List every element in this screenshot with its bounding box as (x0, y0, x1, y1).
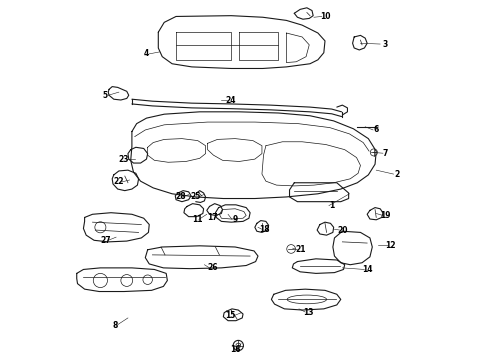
Text: 10: 10 (320, 12, 330, 21)
Text: 7: 7 (383, 149, 389, 158)
Text: 16: 16 (230, 345, 241, 354)
Text: 22: 22 (114, 177, 124, 186)
Text: 21: 21 (295, 245, 305, 254)
Text: 25: 25 (191, 193, 201, 202)
Text: 17: 17 (207, 213, 218, 222)
Text: 26: 26 (207, 264, 218, 273)
Text: 27: 27 (100, 236, 111, 245)
Text: 24: 24 (225, 95, 236, 104)
Text: 8: 8 (112, 321, 118, 330)
Text: 18: 18 (259, 225, 270, 234)
Text: 19: 19 (380, 211, 391, 220)
Text: 12: 12 (386, 240, 396, 249)
Text: 4: 4 (144, 49, 149, 58)
Text: 6: 6 (373, 125, 379, 134)
Text: 13: 13 (303, 307, 313, 316)
Text: 20: 20 (337, 226, 347, 235)
Text: 14: 14 (362, 265, 372, 274)
Text: 15: 15 (225, 311, 236, 320)
Text: 11: 11 (192, 215, 202, 224)
Text: 3: 3 (382, 40, 388, 49)
Text: 23: 23 (119, 154, 129, 163)
Text: 5: 5 (102, 91, 108, 100)
Text: 1: 1 (329, 201, 334, 210)
Text: 2: 2 (394, 170, 399, 179)
Text: 28: 28 (175, 193, 186, 202)
Text: 9: 9 (233, 215, 238, 224)
